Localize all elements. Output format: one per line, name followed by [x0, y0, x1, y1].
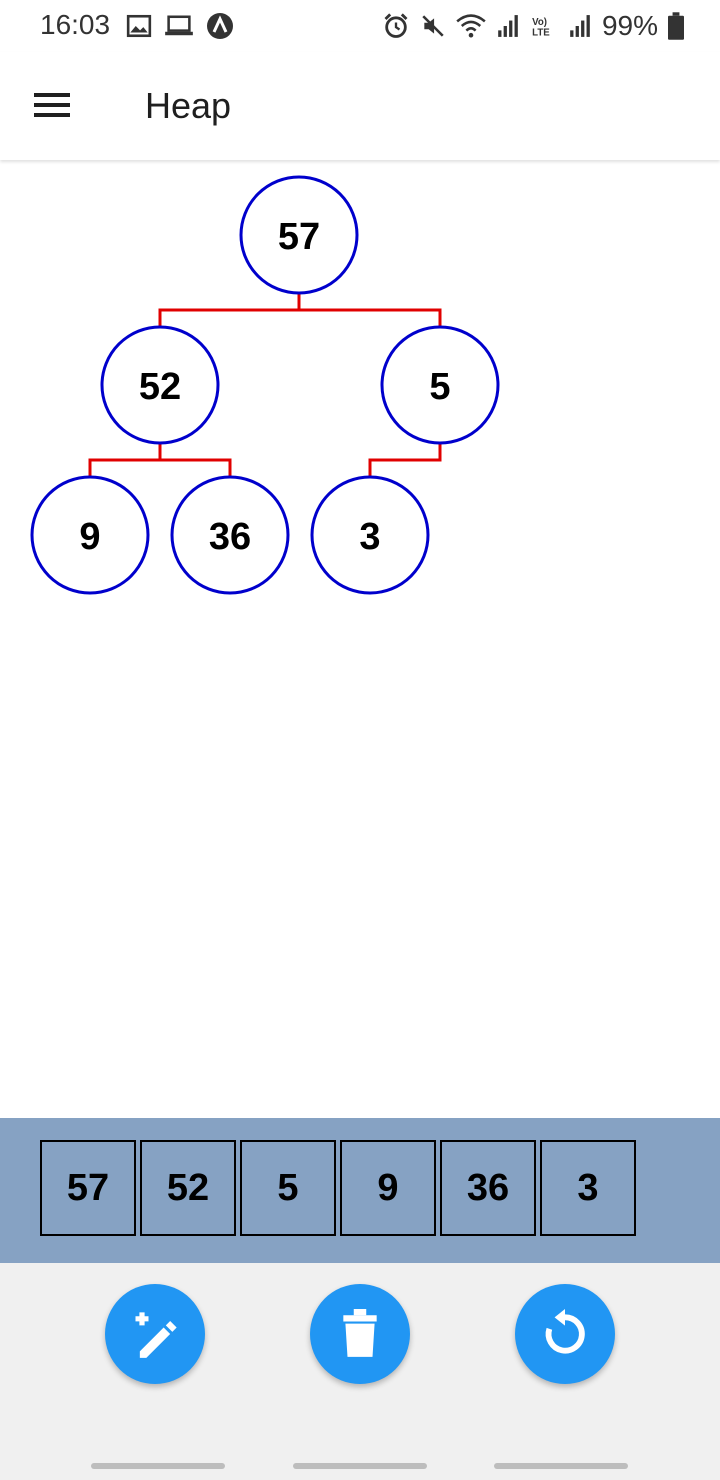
tree-node-label: 36 [209, 516, 251, 558]
tree-node[interactable]: 52 [100, 325, 220, 445]
nav-recents-pill[interactable] [91, 1463, 225, 1469]
array-cell: 9 [340, 1140, 436, 1236]
app-bar: Heap [0, 52, 720, 160]
svg-text:LTE: LTE [532, 28, 550, 39]
tree-node[interactable]: 5 [380, 325, 500, 445]
array-cell: 57 [40, 1140, 136, 1236]
tree-node-label: 9 [79, 516, 100, 558]
reset-icon [545, 1309, 585, 1354]
status-left-icons [126, 12, 234, 40]
laptop-icon [165, 15, 193, 36]
tree-node-label: 52 [139, 366, 181, 408]
tree-node[interactable]: 3 [310, 475, 430, 595]
heap-tree: 57 52 5 9 36 3 [30, 175, 500, 595]
wifi-icon [456, 14, 486, 38]
magic-wand-add-icon [135, 1312, 177, 1358]
signal-icon [570, 15, 590, 37]
heap-tree-canvas: 57 52 5 9 36 3 [0, 160, 720, 1118]
reset-button[interactable] [515, 1284, 615, 1384]
tree-node-label: 3 [359, 516, 380, 558]
add-value-button[interactable] [105, 1284, 205, 1384]
nav-back-pill[interactable] [494, 1463, 628, 1469]
heap-array-panel: 57 52 5 9 36 3 [0, 1118, 720, 1263]
heap-array: 57 52 5 9 36 3 [40, 1140, 640, 1236]
status-time: 16:03 [40, 9, 111, 40]
status-right-icons: Vo) LTE 99% [382, 10, 684, 42]
trash-icon [343, 1309, 377, 1357]
status-bar: 16:03 [0, 0, 720, 52]
array-cell: 3 [540, 1140, 636, 1236]
tree-node[interactable]: 36 [170, 475, 290, 595]
page-title: Heap [145, 85, 232, 126]
volte-icon: Vo) LTE [532, 17, 550, 39]
hamburger-menu-icon [34, 93, 70, 117]
tree-edge [88, 443, 162, 477]
array-cell: 36 [440, 1140, 536, 1236]
mute-icon [422, 15, 444, 37]
array-cell: 52 [140, 1140, 236, 1236]
action-bar [0, 1263, 720, 1480]
svg-text:Vo): Vo) [532, 17, 547, 28]
tree-edge [297, 293, 442, 327]
tree-edge [158, 293, 301, 327]
tree-node-circle [100, 325, 220, 445]
tree-node-label: 5 [429, 366, 450, 408]
tree-node-circle [310, 475, 430, 595]
tree-node-label: 57 [278, 216, 320, 258]
image-icon [126, 14, 152, 38]
menu-button[interactable] [26, 82, 78, 130]
tree-edge [158, 443, 232, 477]
tree-node-circle [239, 175, 359, 295]
nav-home-pill[interactable] [293, 1463, 427, 1469]
battery-percent: 99% [601, 10, 658, 41]
battery-icon [668, 12, 684, 40]
alarm-icon [384, 13, 408, 38]
delete-button[interactable] [310, 1284, 410, 1384]
tree-node[interactable]: 57 [239, 175, 359, 295]
tree-edge [368, 443, 442, 477]
tree-node-circle [30, 475, 150, 595]
app-a-icon [207, 13, 233, 39]
array-cell: 5 [240, 1140, 336, 1236]
tree-node-circle [380, 325, 500, 445]
tree-node[interactable]: 9 [30, 475, 150, 595]
signal-icon [498, 15, 518, 37]
tree-node-circle [170, 475, 290, 595]
